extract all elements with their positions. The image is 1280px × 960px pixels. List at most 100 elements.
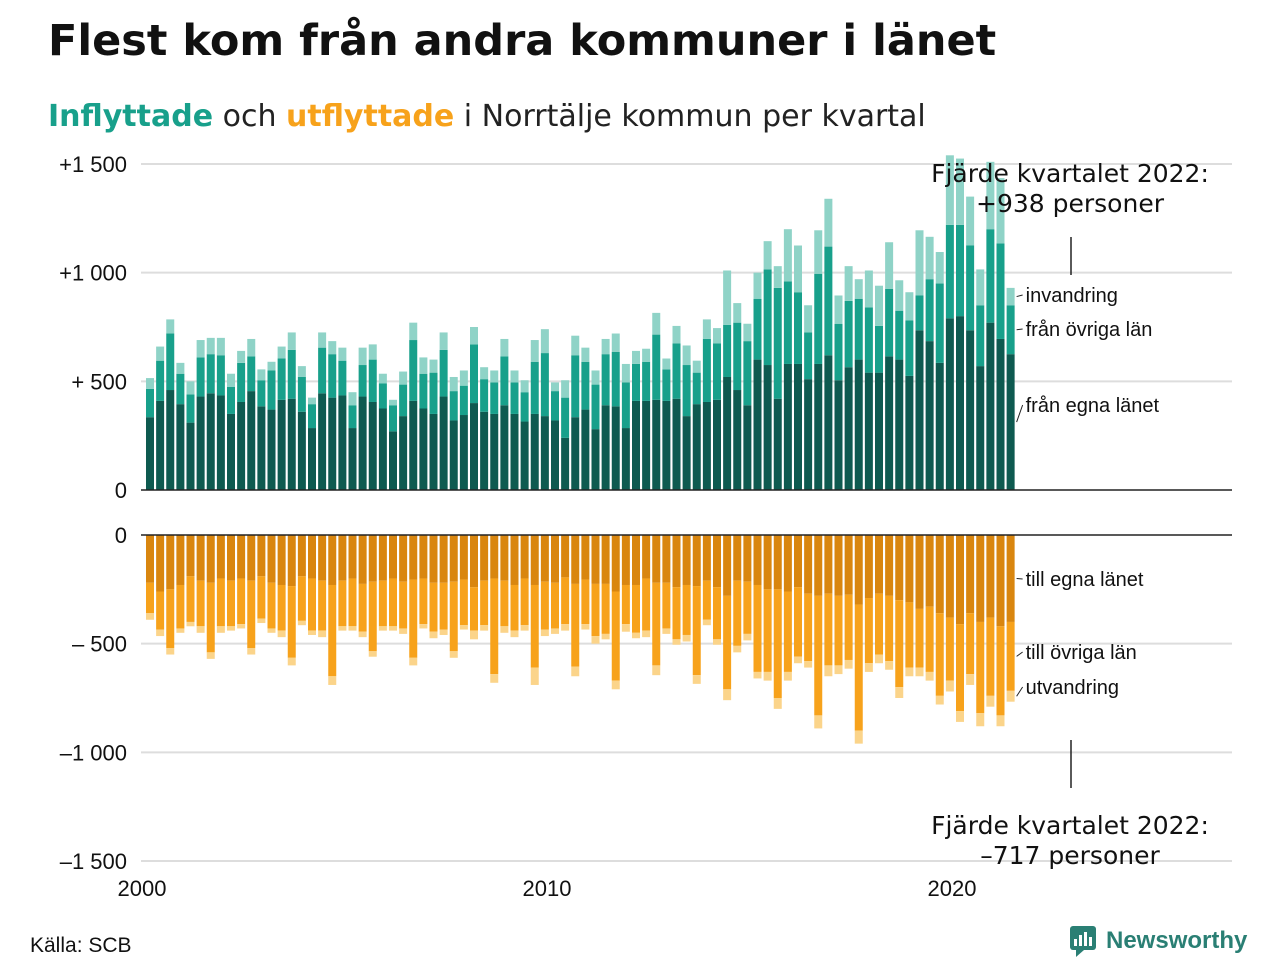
bar-out-utvandring — [804, 661, 813, 668]
bar-out-till-ovriga-lan — [844, 594, 853, 660]
bar-out-till-egna-lanet — [905, 535, 914, 603]
bar-out-till-ovriga-lan — [216, 578, 225, 627]
segment-label-invandring: invandring — [1026, 285, 1118, 307]
bar-in-fran-egna-lanet — [621, 428, 630, 490]
bar-in-invandring — [905, 292, 914, 321]
bar-out-till-ovriga-lan — [642, 578, 651, 631]
brand-logo: Newsworthy — [1070, 926, 1248, 957]
bar-out-till-egna-lanet — [389, 535, 397, 579]
bar-in-fran-egna-lanet — [540, 416, 549, 490]
bar-out-utvandring — [864, 663, 873, 672]
bar-in-fran-ovriga-lan — [621, 382, 630, 429]
bar-in-fran-ovriga-lan — [956, 224, 964, 317]
bar-out-utvandring — [702, 619, 711, 626]
bar-in-fran-ovriga-lan — [267, 370, 276, 410]
bar-out-till-egna-lanet — [237, 535, 246, 579]
bar-out-till-ovriga-lan — [358, 583, 367, 632]
bar-in-invandring — [996, 178, 1005, 244]
bar-in-invandring — [358, 347, 367, 366]
bar-in-fran-ovriga-lan — [672, 343, 681, 399]
bar-in-fran-ovriga-lan — [591, 384, 600, 430]
bar-in-fran-ovriga-lan — [945, 224, 954, 319]
bar-in-fran-ovriga-lan — [864, 307, 873, 373]
bar-out-utvandring — [318, 630, 327, 638]
bar-in-fran-ovriga-lan — [601, 354, 610, 406]
bar-in-invandring — [267, 361, 276, 371]
bar-in-fran-ovriga-lan — [156, 360, 165, 401]
bar-out-till-egna-lanet — [925, 535, 934, 607]
bar-out-till-egna-lanet — [348, 535, 357, 579]
bar-out-utvandring — [632, 632, 640, 639]
bar-in-fran-egna-lanet — [166, 390, 175, 490]
bar-in-fran-egna-lanet — [277, 399, 286, 490]
bar-in-fran-ovriga-lan — [348, 405, 357, 429]
bar-out-till-ovriga-lan — [318, 580, 327, 631]
bar-in-fran-ovriga-lan — [814, 273, 823, 364]
bar-in-fran-egna-lanet — [814, 363, 823, 490]
bar-in-invandring — [692, 360, 701, 373]
bar-in-invandring — [439, 332, 448, 350]
bar-out-till-egna-lanet — [216, 535, 225, 579]
bar-in-invandring — [773, 266, 782, 288]
bar-in-invandring — [854, 279, 863, 299]
bar-in-invandring — [459, 370, 468, 386]
bar-in-invandring — [277, 346, 286, 359]
bar-in-invandring — [156, 346, 165, 361]
bar-out-till-egna-lanet — [794, 535, 802, 588]
subtitle-rest: i Norrtälje kommun per kvartal — [454, 99, 926, 134]
bar-out-utvandring — [773, 698, 782, 709]
bar-in-invandring — [287, 332, 296, 350]
bar-in-invandring — [166, 319, 175, 334]
bar-in-fran-egna-lanet — [196, 396, 205, 490]
bar-out-till-egna-lanet — [156, 535, 165, 592]
bar-in-invandring — [834, 295, 843, 324]
chart-title: Flest kom från andra kommuner i länet — [48, 16, 996, 66]
bar-out-till-egna-lanet — [459, 535, 468, 580]
bar-out-till-egna-lanet — [854, 535, 863, 605]
bar-in-fran-egna-lanet — [601, 405, 610, 490]
bar-in-fran-ovriga-lan — [196, 357, 205, 397]
y-tick-out: –1 000 — [60, 740, 127, 765]
bar-out-utvandring — [1006, 690, 1015, 702]
bar-in-fran-ovriga-lan — [328, 354, 337, 398]
bar-in-fran-egna-lanet — [216, 395, 225, 490]
bar-in-fran-egna-lanet — [844, 367, 853, 490]
bar-in-fran-ovriga-lan — [429, 372, 438, 414]
segment-label-fran-egna-lanet: från egna länet — [1026, 395, 1160, 417]
bar-in-fran-ovriga-lan — [925, 279, 934, 342]
bar-in-invandring — [733, 303, 742, 323]
bar-in-fran-egna-lanet — [692, 404, 701, 490]
bar-in-invandring — [753, 272, 762, 299]
bar-out-till-egna-lanet — [247, 535, 256, 581]
bar-in-fran-ovriga-lan — [915, 295, 924, 331]
bar-in-fran-ovriga-lan — [804, 332, 813, 380]
bar-out-till-ovriga-lan — [480, 580, 489, 626]
bar-in-fran-ovriga-lan — [146, 388, 154, 418]
bar-in-fran-ovriga-lan — [834, 323, 843, 381]
bar-out-till-egna-lanet — [682, 535, 691, 585]
bar-out-utvandring — [783, 671, 792, 681]
bar-out-till-ovriga-lan — [875, 593, 883, 655]
bar-in-invandring — [601, 338, 610, 355]
bar-out-utvandring — [642, 630, 651, 638]
bar-in-fran-egna-lanet — [449, 420, 458, 490]
bar-out-utvandring — [956, 711, 964, 722]
bar-out-utvandring — [996, 715, 1005, 727]
bar-out-till-ovriga-lan — [571, 583, 580, 667]
bar-in-fran-ovriga-lan — [935, 283, 944, 363]
bar-out-till-egna-lanet — [733, 535, 742, 581]
bar-out-utvandring — [480, 625, 489, 631]
bar-out-utvandring — [966, 674, 975, 685]
bar-in-invandring — [783, 229, 792, 282]
bar-in-invandring — [763, 241, 772, 270]
bar-out-till-egna-lanet — [358, 535, 367, 584]
y-tick-in: + 500 — [71, 369, 127, 394]
bar-out-utvandring — [206, 652, 215, 659]
bar-in-fran-ovriga-lan — [702, 338, 711, 402]
bar-out-till-ovriga-lan — [986, 617, 995, 696]
bar-out-till-egna-lanet — [328, 535, 337, 585]
bar-out-till-ovriga-lan — [885, 595, 894, 662]
bar-out-utvandring — [743, 633, 752, 641]
bar-out-till-egna-lanet — [935, 535, 944, 614]
bar-out-till-ovriga-lan — [966, 613, 975, 675]
